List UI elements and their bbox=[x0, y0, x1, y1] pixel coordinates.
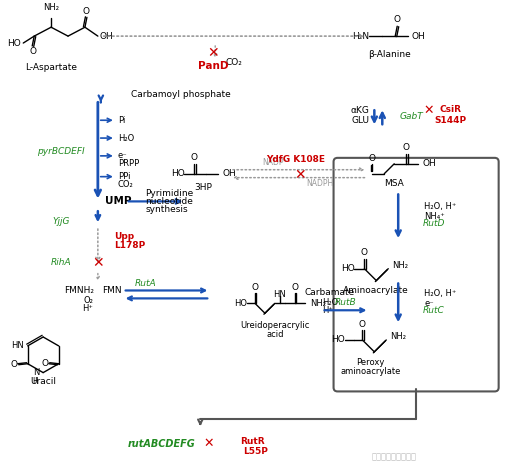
Text: CO₂: CO₂ bbox=[225, 58, 242, 67]
Text: H₂N: H₂N bbox=[352, 32, 369, 41]
Text: FMNH₂: FMNH₂ bbox=[64, 286, 94, 295]
Text: RihA: RihA bbox=[51, 258, 71, 267]
Text: O: O bbox=[361, 248, 368, 257]
Text: HN: HN bbox=[11, 341, 24, 350]
Text: OH: OH bbox=[100, 32, 114, 41]
Text: L178P: L178P bbox=[114, 242, 145, 251]
Text: L-Aspartate: L-Aspartate bbox=[25, 63, 77, 72]
Text: GLU: GLU bbox=[352, 116, 369, 125]
Text: L55P: L55P bbox=[243, 447, 268, 456]
Text: YjjG: YjjG bbox=[52, 217, 70, 226]
Text: CsiR: CsiR bbox=[440, 105, 462, 114]
Text: PPi: PPi bbox=[118, 172, 130, 181]
Text: H₂O, H⁺: H₂O, H⁺ bbox=[424, 289, 457, 298]
Text: O: O bbox=[29, 48, 37, 57]
Text: PanD: PanD bbox=[198, 61, 229, 71]
Text: ✕: ✕ bbox=[207, 46, 219, 60]
Text: Uracil: Uracil bbox=[30, 377, 56, 386]
Text: YdfG K108E: YdfG K108E bbox=[266, 155, 325, 164]
Text: nucleotide: nucleotide bbox=[146, 197, 194, 206]
Text: RutD: RutD bbox=[423, 219, 446, 227]
Text: acid: acid bbox=[266, 330, 283, 339]
Text: RutB: RutB bbox=[335, 298, 356, 307]
Text: O: O bbox=[359, 320, 366, 329]
Text: N: N bbox=[33, 368, 39, 377]
Text: FMN: FMN bbox=[102, 286, 121, 295]
Text: αKG: αKG bbox=[351, 106, 369, 115]
Text: O: O bbox=[394, 15, 401, 24]
Text: UMP: UMP bbox=[105, 196, 132, 206]
Text: ✕: ✕ bbox=[203, 438, 213, 450]
Text: O: O bbox=[10, 360, 17, 369]
Text: O: O bbox=[82, 7, 89, 16]
Text: O: O bbox=[369, 154, 376, 163]
Text: GabT: GabT bbox=[399, 112, 423, 121]
Text: HO: HO bbox=[234, 299, 247, 308]
Text: HO: HO bbox=[8, 39, 21, 48]
Text: O: O bbox=[251, 283, 259, 292]
Text: NH₂: NH₂ bbox=[310, 299, 326, 308]
Text: synthesis: synthesis bbox=[146, 205, 188, 214]
Text: H: H bbox=[33, 377, 38, 386]
Text: NH₂: NH₂ bbox=[390, 333, 406, 341]
Text: H₂O: H₂O bbox=[323, 298, 339, 307]
Text: HN: HN bbox=[273, 290, 286, 299]
Text: NADP⁺: NADP⁺ bbox=[262, 158, 288, 167]
Text: OH: OH bbox=[411, 32, 425, 41]
Text: O: O bbox=[403, 144, 409, 153]
Text: RutR: RutR bbox=[240, 438, 265, 447]
Text: O: O bbox=[191, 154, 198, 162]
Text: H⁺: H⁺ bbox=[323, 306, 333, 315]
Text: RutC: RutC bbox=[423, 306, 445, 315]
Text: HO: HO bbox=[341, 264, 355, 273]
Text: Carbamoyl phosphate: Carbamoyl phosphate bbox=[131, 90, 231, 99]
Text: Pi: Pi bbox=[118, 116, 125, 125]
Text: NH₂: NH₂ bbox=[392, 261, 408, 270]
Text: pyrBCDEFI: pyrBCDEFI bbox=[37, 147, 85, 156]
Text: O₂: O₂ bbox=[83, 296, 93, 305]
Text: H₂O: H₂O bbox=[118, 134, 134, 143]
Text: H⁺: H⁺ bbox=[82, 304, 93, 313]
Text: ✕: ✕ bbox=[92, 256, 104, 270]
Text: 3HP: 3HP bbox=[195, 183, 212, 192]
Text: β-Alanine: β-Alanine bbox=[368, 50, 410, 59]
Text: PRPP: PRPP bbox=[118, 159, 139, 168]
Text: HO: HO bbox=[331, 335, 344, 344]
Text: Upp: Upp bbox=[114, 232, 134, 241]
Text: O: O bbox=[291, 283, 298, 292]
Text: NH₂: NH₂ bbox=[43, 3, 59, 12]
Text: S144P: S144P bbox=[435, 116, 467, 125]
Text: NADPH: NADPH bbox=[306, 179, 333, 188]
Text: Carbamate: Carbamate bbox=[304, 288, 355, 297]
Text: NH₄⁺: NH₄⁺ bbox=[424, 212, 445, 221]
Text: HO: HO bbox=[171, 169, 184, 178]
Text: aminoacrylate: aminoacrylate bbox=[340, 367, 400, 376]
Text: OH: OH bbox=[422, 159, 436, 168]
Text: CO₂: CO₂ bbox=[118, 180, 134, 189]
Text: 合成生物催化剂工程: 合成生物催化剂工程 bbox=[372, 452, 417, 461]
Text: ✕: ✕ bbox=[424, 104, 434, 117]
Text: Ureidoperacrylic: Ureidoperacrylic bbox=[240, 321, 309, 330]
Text: e⁻: e⁻ bbox=[118, 151, 128, 160]
Text: H₂O, H⁺: H₂O, H⁺ bbox=[424, 202, 457, 211]
Text: RutA: RutA bbox=[135, 279, 156, 288]
Text: Aminoacrylate: Aminoacrylate bbox=[342, 286, 408, 295]
Text: ✕: ✕ bbox=[294, 168, 305, 182]
Text: e⁻: e⁻ bbox=[424, 299, 434, 308]
Text: MSA: MSA bbox=[385, 179, 404, 188]
Text: Pyrimidine: Pyrimidine bbox=[146, 189, 194, 198]
Text: Peroxy: Peroxy bbox=[356, 358, 385, 367]
Text: OH: OH bbox=[222, 169, 236, 178]
Text: rutABCDEFG: rutABCDEFG bbox=[128, 439, 195, 449]
Text: O: O bbox=[41, 359, 48, 368]
